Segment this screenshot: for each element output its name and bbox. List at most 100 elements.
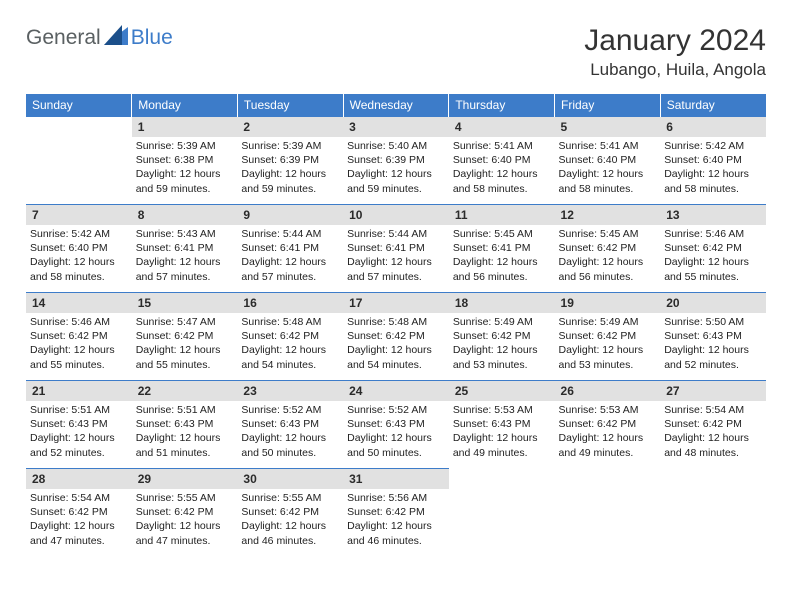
calendar-cell: 7Sunrise: 5:42 AMSunset: 6:40 PMDaylight… — [26, 205, 132, 293]
daylight-line: Daylight: 12 hours and 50 minutes. — [241, 431, 339, 459]
sunrise-line: Sunrise: 5:44 AM — [347, 227, 445, 241]
day-number: 21 — [26, 381, 132, 401]
title-block: January 2024 Lubango, Huila, Angola — [584, 24, 766, 80]
daylight-line: Daylight: 12 hours and 58 minutes. — [664, 167, 762, 195]
sunrise-line: Sunrise: 5:47 AM — [136, 315, 234, 329]
sunrise-line: Sunrise: 5:45 AM — [559, 227, 657, 241]
calendar-cell: 29Sunrise: 5:55 AMSunset: 6:42 PMDayligh… — [132, 469, 238, 557]
daylight-line: Daylight: 12 hours and 58 minutes. — [30, 255, 128, 283]
daylight-line: Daylight: 12 hours and 49 minutes. — [453, 431, 551, 459]
daylight-line: Daylight: 12 hours and 55 minutes. — [136, 343, 234, 371]
sunset-line: Sunset: 6:43 PM — [136, 417, 234, 431]
calendar-cell: 1Sunrise: 5:39 AMSunset: 6:38 PMDaylight… — [132, 117, 238, 205]
day-info: Sunrise: 5:47 AMSunset: 6:42 PMDaylight:… — [132, 313, 238, 376]
day-info: Sunrise: 5:52 AMSunset: 6:43 PMDaylight:… — [237, 401, 343, 464]
day-number: 9 — [237, 205, 343, 225]
day-number: 6 — [660, 117, 766, 137]
calendar-cell: 28Sunrise: 5:54 AMSunset: 6:42 PMDayligh… — [26, 469, 132, 557]
sunset-line: Sunset: 6:42 PM — [664, 241, 762, 255]
day-number: 12 — [555, 205, 661, 225]
calendar-cell — [555, 469, 661, 557]
calendar-week-row: 14Sunrise: 5:46 AMSunset: 6:42 PMDayligh… — [26, 293, 766, 381]
day-info: Sunrise: 5:45 AMSunset: 6:41 PMDaylight:… — [449, 225, 555, 288]
daylight-line: Daylight: 12 hours and 52 minutes. — [664, 343, 762, 371]
day-number: 29 — [132, 469, 238, 489]
sunset-line: Sunset: 6:42 PM — [241, 505, 339, 519]
sunrise-line: Sunrise: 5:55 AM — [136, 491, 234, 505]
calendar-cell: 24Sunrise: 5:52 AMSunset: 6:43 PMDayligh… — [343, 381, 449, 469]
sunset-line: Sunset: 6:43 PM — [453, 417, 551, 431]
sunrise-line: Sunrise: 5:52 AM — [241, 403, 339, 417]
daylight-line: Daylight: 12 hours and 51 minutes. — [136, 431, 234, 459]
day-info: Sunrise: 5:50 AMSunset: 6:43 PMDaylight:… — [660, 313, 766, 376]
day-info: Sunrise: 5:49 AMSunset: 6:42 PMDaylight:… — [555, 313, 661, 376]
sunrise-line: Sunrise: 5:56 AM — [347, 491, 445, 505]
sunrise-line: Sunrise: 5:44 AM — [241, 227, 339, 241]
day-number: 13 — [660, 205, 766, 225]
calendar-cell: 4Sunrise: 5:41 AMSunset: 6:40 PMDaylight… — [449, 117, 555, 205]
sunset-line: Sunset: 6:42 PM — [347, 505, 445, 519]
daylight-line: Daylight: 12 hours and 54 minutes. — [241, 343, 339, 371]
day-info: Sunrise: 5:45 AMSunset: 6:42 PMDaylight:… — [555, 225, 661, 288]
sunset-line: Sunset: 6:42 PM — [453, 329, 551, 343]
sunrise-line: Sunrise: 5:46 AM — [30, 315, 128, 329]
calendar-cell — [660, 469, 766, 557]
day-info: Sunrise: 5:44 AMSunset: 6:41 PMDaylight:… — [237, 225, 343, 288]
calendar-week-row: 28Sunrise: 5:54 AMSunset: 6:42 PMDayligh… — [26, 469, 766, 557]
calendar-cell: 23Sunrise: 5:52 AMSunset: 6:43 PMDayligh… — [237, 381, 343, 469]
day-number: 10 — [343, 205, 449, 225]
location-label: Lubango, Huila, Angola — [584, 60, 766, 80]
sunrise-line: Sunrise: 5:45 AM — [453, 227, 551, 241]
sunset-line: Sunset: 6:41 PM — [136, 241, 234, 255]
calendar-cell: 5Sunrise: 5:41 AMSunset: 6:40 PMDaylight… — [555, 117, 661, 205]
calendar-cell: 3Sunrise: 5:40 AMSunset: 6:39 PMDaylight… — [343, 117, 449, 205]
calendar-body: 1Sunrise: 5:39 AMSunset: 6:38 PMDaylight… — [26, 117, 766, 557]
day-info: Sunrise: 5:44 AMSunset: 6:41 PMDaylight:… — [343, 225, 449, 288]
day-number: 23 — [237, 381, 343, 401]
daylight-line: Daylight: 12 hours and 57 minutes. — [347, 255, 445, 283]
calendar-cell: 11Sunrise: 5:45 AMSunset: 6:41 PMDayligh… — [449, 205, 555, 293]
sunset-line: Sunset: 6:42 PM — [664, 417, 762, 431]
sunset-line: Sunset: 6:42 PM — [30, 505, 128, 519]
calendar-cell: 27Sunrise: 5:54 AMSunset: 6:42 PMDayligh… — [660, 381, 766, 469]
day-number: 30 — [237, 469, 343, 489]
sunset-line: Sunset: 6:43 PM — [664, 329, 762, 343]
sunrise-line: Sunrise: 5:40 AM — [347, 139, 445, 153]
day-info: Sunrise: 5:51 AMSunset: 6:43 PMDaylight:… — [26, 401, 132, 464]
sunset-line: Sunset: 6:42 PM — [559, 241, 657, 255]
day-info: Sunrise: 5:53 AMSunset: 6:42 PMDaylight:… — [555, 401, 661, 464]
daylight-line: Daylight: 12 hours and 59 minutes. — [136, 167, 234, 195]
daylight-line: Daylight: 12 hours and 53 minutes. — [453, 343, 551, 371]
day-number: 16 — [237, 293, 343, 313]
sunset-line: Sunset: 6:43 PM — [241, 417, 339, 431]
day-info: Sunrise: 5:41 AMSunset: 6:40 PMDaylight:… — [449, 137, 555, 200]
sunrise-line: Sunrise: 5:51 AM — [136, 403, 234, 417]
calendar-week-row: 1Sunrise: 5:39 AMSunset: 6:38 PMDaylight… — [26, 117, 766, 205]
sunset-line: Sunset: 6:42 PM — [559, 417, 657, 431]
calendar-cell: 12Sunrise: 5:45 AMSunset: 6:42 PMDayligh… — [555, 205, 661, 293]
sunrise-line: Sunrise: 5:46 AM — [664, 227, 762, 241]
day-info: Sunrise: 5:46 AMSunset: 6:42 PMDaylight:… — [660, 225, 766, 288]
sunset-line: Sunset: 6:42 PM — [136, 329, 234, 343]
weekday-header: Thursday — [449, 94, 555, 117]
day-number: 18 — [449, 293, 555, 313]
sunrise-line: Sunrise: 5:39 AM — [241, 139, 339, 153]
sunset-line: Sunset: 6:39 PM — [241, 153, 339, 167]
sunset-line: Sunset: 6:41 PM — [453, 241, 551, 255]
sunset-line: Sunset: 6:43 PM — [30, 417, 128, 431]
calendar-cell: 21Sunrise: 5:51 AMSunset: 6:43 PMDayligh… — [26, 381, 132, 469]
daylight-line: Daylight: 12 hours and 50 minutes. — [347, 431, 445, 459]
sunrise-line: Sunrise: 5:43 AM — [136, 227, 234, 241]
weekday-header: Wednesday — [343, 94, 449, 117]
day-number: 25 — [449, 381, 555, 401]
daylight-line: Daylight: 12 hours and 57 minutes. — [136, 255, 234, 283]
daylight-line: Daylight: 12 hours and 52 minutes. — [30, 431, 128, 459]
day-number: 31 — [343, 469, 449, 489]
day-number: 3 — [343, 117, 449, 137]
day-info: Sunrise: 5:54 AMSunset: 6:42 PMDaylight:… — [660, 401, 766, 464]
calendar-cell — [449, 469, 555, 557]
day-info: Sunrise: 5:42 AMSunset: 6:40 PMDaylight:… — [660, 137, 766, 200]
sunrise-line: Sunrise: 5:54 AM — [664, 403, 762, 417]
calendar-cell: 8Sunrise: 5:43 AMSunset: 6:41 PMDaylight… — [132, 205, 238, 293]
sunset-line: Sunset: 6:42 PM — [30, 329, 128, 343]
